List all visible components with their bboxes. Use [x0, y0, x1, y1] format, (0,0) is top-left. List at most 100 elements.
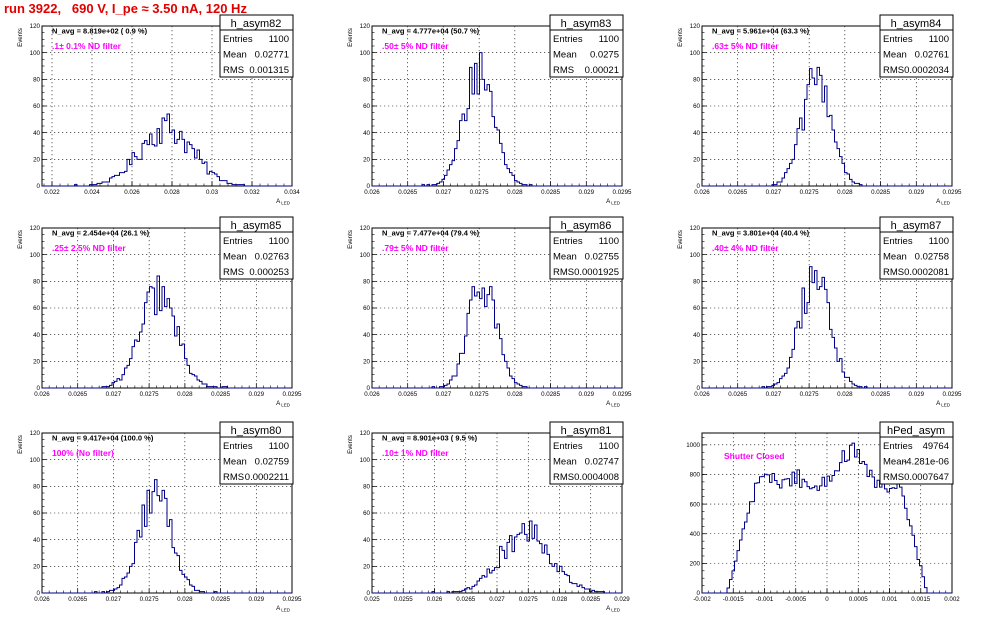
stats-box [219, 14, 294, 78]
x-tick-label: 0.026 [34, 391, 50, 398]
stats-mean-label: Mean [553, 457, 577, 468]
stats-title: h_asym82 [231, 18, 282, 30]
stats-mean-value: 0.02755 [585, 252, 619, 263]
y-tick-label: 20 [33, 157, 40, 164]
stats-mean-value: 0.0275 [590, 50, 619, 61]
navg-label: N_avg = 9.417e+04 (100.0 %) [52, 434, 154, 443]
stats-box [549, 14, 624, 78]
stats-entries-value: 1100 [269, 236, 289, 247]
stats-rms-value: 0.0007647 [904, 472, 949, 483]
filter-annotation: .50± 5% ND filter [382, 41, 449, 51]
y-tick-label: 0 [37, 385, 41, 392]
y-tick-label: 20 [363, 359, 370, 366]
stats-rms-label: RMS [223, 267, 244, 278]
x-tick-label: 0.0295 [943, 189, 962, 196]
x-axis-label: ALED [936, 198, 951, 206]
x-tick-label: 0.002 [944, 596, 960, 603]
x-tick-label: 0.026 [694, 189, 710, 196]
x-tick-label: 0.001 [882, 596, 898, 603]
histogram-panel: 0.026 0.0265 0.027 0.0275 0.028 0.0285 0.029 0.… [347, 14, 632, 206]
x-tick-label: 0.028 [507, 391, 523, 398]
y-tick-label: 800 [690, 472, 701, 479]
filter-annotation: .10± 1% ND filter [382, 448, 449, 458]
x-axis-label: ALED [936, 400, 951, 408]
stats-entries-label: Entries [883, 34, 913, 45]
histogram-panel: 0.026 0.0265 0.027 0.0275 0.028 0.0285 0.029 0.… [17, 421, 302, 613]
y-tick-label: 100 [360, 457, 371, 464]
y-tick-label: 40 [33, 332, 40, 339]
grid-lines [372, 433, 622, 593]
histogram-line [372, 520, 622, 594]
stats-mean-label: Mean [553, 50, 577, 61]
y-tick-label: 100 [30, 50, 41, 57]
y-tick-label: 60 [363, 305, 370, 312]
stats-title: h_asym87 [891, 220, 942, 232]
histogram-panel: 0.022 0.024 0.026 0.028 0.03 0.032 0.034 0 20 40 6… [17, 14, 300, 206]
y-tick-label: 0 [697, 590, 701, 597]
navg-label: N_avg = 7.477e+04 (79.4 %) [382, 229, 480, 238]
histogram-panel: 0.026 0.0265 0.027 0.0275 0.028 0.0285 0.029 0.… [677, 14, 962, 206]
stats-box [549, 421, 624, 485]
x-tick-label: 0.028 [837, 391, 853, 398]
x-tick-label: -0.0015 [723, 596, 745, 603]
y-tick-label: 40 [33, 130, 40, 137]
stats-box [879, 421, 954, 485]
x-tick-label: 0.028 [164, 189, 180, 196]
stats-rms-value: 0.000253 [249, 267, 289, 278]
stats-entries-value: 1100 [599, 441, 619, 452]
filter-annotation: 100% (No filter) [52, 448, 114, 458]
x-tick-label: 0.034 [284, 189, 300, 196]
stats-entries-label: Entries [223, 34, 253, 45]
x-tick-label: 0.0015 [911, 596, 930, 603]
x-tick-label: 0.032 [244, 189, 260, 196]
y-tick-label: 80 [363, 77, 370, 84]
x-tick-label: 0.029 [249, 596, 265, 603]
grid-lines [702, 433, 952, 593]
stats-entries-value: 1100 [599, 236, 619, 247]
stats-box [879, 14, 954, 78]
y-tick-label: 80 [33, 279, 40, 286]
x-tick-label: 0.0275 [519, 596, 538, 603]
stats-mean-label: Mean [883, 50, 907, 61]
x-tick-label: 0.027 [766, 391, 782, 398]
x-tick-label: 0.025 [364, 596, 380, 603]
y-tick-label: 20 [33, 564, 40, 571]
stats-rms-label: RMS [553, 267, 574, 278]
stats-mean-value: -4.281e-06 [903, 457, 949, 468]
stats-rms-value: 0.0002081 [904, 267, 949, 278]
histogram-line [702, 442, 952, 594]
y-tick-label: 80 [33, 484, 40, 491]
stats-mean-value: 0.02759 [255, 457, 289, 468]
y-tick-label: 40 [363, 537, 370, 544]
x-tick-label: 0.028 [507, 189, 523, 196]
stats-entries-label: Entries [883, 441, 913, 452]
y-tick-label: 20 [363, 564, 370, 571]
y-tick-label: 100 [360, 252, 371, 259]
x-tick-label: 0.027 [106, 596, 122, 603]
x-tick-label: 0.029 [579, 391, 595, 398]
y-axis-label: Events [347, 28, 354, 47]
stats-rms-value: 0.0002211 [245, 472, 289, 483]
x-tick-label: 0.024 [84, 189, 100, 196]
page-title: run 3922, 690 V, I_pe ≈ 3.50 nA, 120 Hz [4, 1, 247, 16]
x-axis-label: ALED [606, 400, 621, 408]
y-tick-label: 120 [30, 23, 41, 30]
histogram-panel: 0.025 0.0255 0.026 0.0265 0.027 0.0275 0.028 0.… [347, 421, 630, 613]
stats-entries-value: 1100 [929, 236, 949, 247]
y-tick-label: 100 [30, 252, 41, 259]
x-tick-label: 0.026 [124, 189, 140, 196]
stats-mean-label: Mean [223, 252, 247, 263]
x-tick-label: -0.002 [693, 596, 711, 603]
stats-title: h_asym80 [231, 425, 282, 437]
filter-annotation: .25± 2.5% ND filter [52, 243, 126, 253]
stats-entries-value: 1100 [929, 34, 949, 45]
x-tick-label: 0.03 [206, 189, 219, 196]
x-tick-label: 0.0275 [470, 391, 489, 398]
x-tick-label: 0.027 [766, 189, 782, 196]
y-tick-label: 0 [37, 183, 41, 190]
y-tick-label: 600 [690, 501, 701, 508]
y-tick-label: 20 [693, 157, 700, 164]
stats-mean-label: Mean [223, 457, 247, 468]
x-tick-label: 0.0265 [728, 189, 747, 196]
stats-mean-label: Mean [883, 457, 907, 468]
